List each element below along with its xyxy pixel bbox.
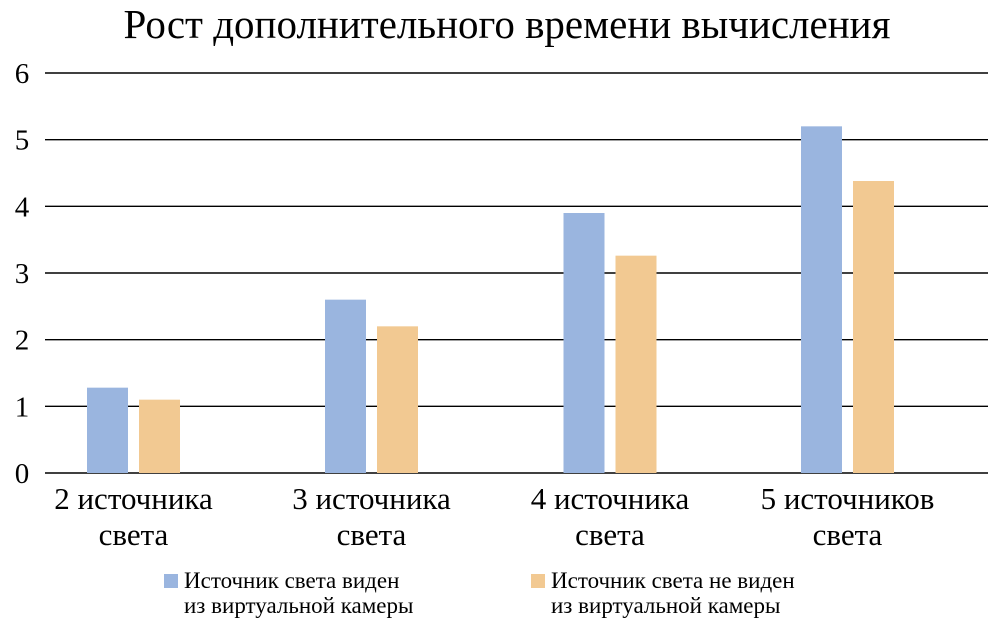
y-tick-label-3: 3 (15, 258, 30, 290)
y-tick-label-2: 2 (15, 325, 30, 357)
x-category-label-4: 5 источников света (761, 481, 935, 552)
y-tick-label-0: 0 (15, 458, 30, 490)
legend-label-1: Источник света виден из виртуальной камер… (184, 568, 413, 618)
y-tick-label-1: 1 (15, 391, 30, 423)
bar-series2-cat1 (139, 399, 180, 473)
bar-series1-cat4 (801, 126, 842, 473)
bar-series1-cat1 (87, 387, 128, 473)
x-axis-categories: 2 источника света 3 источника света 4 источн… (54, 481, 934, 552)
y-tick-label-6: 6 (15, 58, 30, 90)
chart-title: Рост дополнительного времени вычисления (124, 1, 891, 47)
y-tick-label-5: 5 (15, 125, 30, 157)
y-tick-label-4: 4 (15, 191, 30, 223)
x-category-label-2: 3 источника света (292, 481, 451, 552)
x-category-label-3: 4 источника света (531, 481, 690, 552)
y-axis-ticks: 0 1 2 3 4 5 6 (15, 58, 30, 490)
bar-series2-cat3 (615, 255, 657, 473)
legend-swatch-2 (531, 574, 545, 588)
bar-series2-cat4 (853, 181, 894, 473)
legend-swatch-1 (164, 574, 178, 588)
bar-series1-cat2 (325, 299, 366, 473)
x-category-label-1: 2 источника света (54, 481, 213, 552)
legend: Источник света виден из виртуальной камер… (164, 568, 795, 618)
gridlines (45, 72, 988, 474)
bar-series2-cat2 (377, 326, 418, 473)
legend-label-2: Источник света не виден из виртуальной ка… (551, 568, 795, 618)
bars (87, 126, 894, 473)
bar-series1-cat3 (563, 213, 605, 473)
